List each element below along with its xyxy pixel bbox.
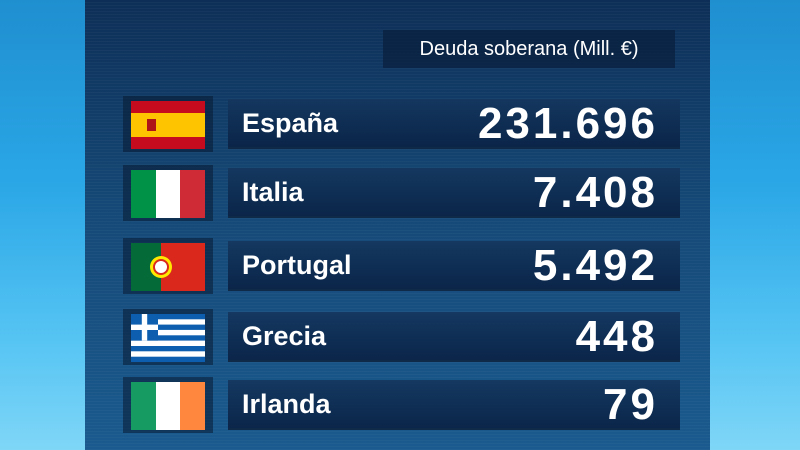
row-bar: Italia 7.408 [228,168,680,218]
header-title: Deuda soberana (Mill. €) [383,30,675,68]
flag [123,96,213,152]
row: Italia 7.408 [123,165,683,221]
country: Grecia [242,321,327,351]
value: 5.492 [532,241,658,290]
country: Portugal [242,250,352,280]
row: España 231.696 [123,96,683,152]
value: 79 [603,380,658,429]
value: 231.696 [477,99,658,148]
flag [123,309,213,365]
row: Irlanda 79 [123,377,683,433]
flag [123,377,213,433]
value: 448 [575,312,658,361]
panel [85,0,710,450]
row: Grecia 448 [123,309,683,365]
flag [123,238,213,294]
value: 7.408 [532,168,658,217]
country: España [242,108,339,138]
row-bar: Portugal 5.492 [228,241,680,291]
row: Portugal 5.492 [123,238,683,294]
row-bar: Grecia 448 [228,312,680,362]
country: Irlanda [242,389,331,419]
flag [123,165,213,221]
row-bar: España 231.696 [228,99,680,149]
country: Italia [242,177,304,207]
row-bar: Irlanda 79 [228,380,680,430]
